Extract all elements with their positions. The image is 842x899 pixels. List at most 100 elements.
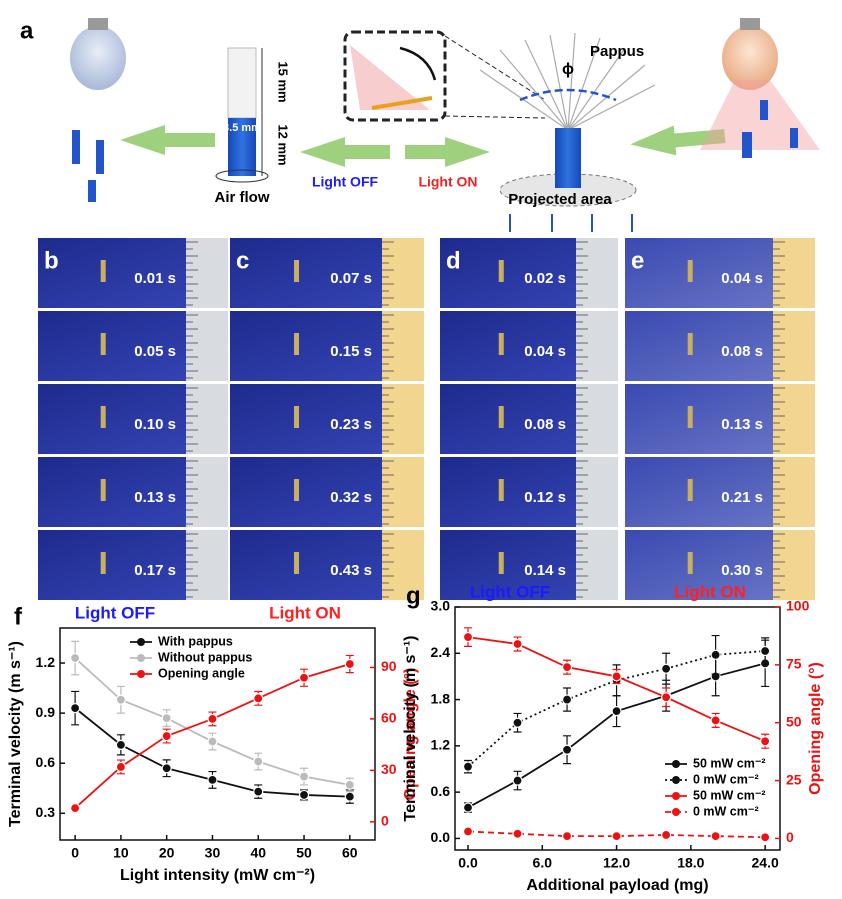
legend-marker bbox=[137, 654, 145, 662]
annotation: Light OFF bbox=[75, 603, 155, 622]
marker bbox=[115, 739, 126, 750]
specimen bbox=[294, 479, 300, 501]
y-tick-label: 3.0 bbox=[431, 598, 451, 614]
y2-tick-label: 60 bbox=[381, 710, 397, 726]
y2-tick-label: 100 bbox=[786, 598, 810, 614]
time-label: 0.17 s bbox=[134, 562, 176, 579]
marker bbox=[115, 761, 126, 773]
marker bbox=[561, 744, 573, 755]
y-tick-label: 1.8 bbox=[431, 690, 451, 706]
arrow bbox=[405, 137, 490, 167]
seed bbox=[742, 132, 752, 158]
marker bbox=[207, 713, 218, 725]
panel-label: e bbox=[631, 247, 644, 274]
bulb-cap bbox=[740, 18, 760, 30]
marker bbox=[462, 826, 474, 837]
x-tick-label: 10 bbox=[113, 845, 129, 861]
ruler bbox=[186, 530, 228, 600]
marker bbox=[512, 717, 523, 728]
legend-marker bbox=[137, 670, 145, 678]
angle-arc bbox=[519, 88, 617, 102]
x-tick-label: 12.0 bbox=[603, 855, 630, 871]
legend-label: With pappus bbox=[158, 634, 233, 648]
marker bbox=[512, 775, 523, 786]
time-label: 0.08 s bbox=[524, 416, 566, 433]
marker bbox=[70, 703, 81, 714]
pappus-fiber bbox=[371, 96, 433, 110]
body bbox=[228, 118, 256, 176]
specimen bbox=[498, 479, 504, 501]
y-tick-label: 1.2 bbox=[36, 654, 56, 670]
air-arrows bbox=[509, 214, 633, 232]
projected-area-label: Projected area bbox=[508, 191, 612, 208]
marker bbox=[611, 671, 622, 682]
callout bbox=[444, 35, 546, 101]
panel-label: a bbox=[20, 17, 34, 44]
panel-label: b bbox=[44, 247, 59, 274]
seed bbox=[790, 128, 798, 148]
marker bbox=[462, 802, 474, 813]
x-axis-label: Additional payload (mg) bbox=[526, 877, 708, 894]
marker bbox=[253, 693, 264, 704]
dimension-label: 12 mm bbox=[276, 124, 291, 165]
time-label: 0.21 s bbox=[721, 489, 763, 506]
light-beam bbox=[350, 45, 430, 110]
y2-tick-label: 50 bbox=[786, 713, 802, 729]
seed bbox=[760, 100, 768, 120]
time-label: 0.14 s bbox=[524, 562, 566, 579]
ruler bbox=[576, 457, 618, 527]
ruler bbox=[576, 530, 618, 600]
ruler bbox=[576, 384, 618, 454]
legend-marker bbox=[672, 776, 680, 784]
marker bbox=[760, 832, 771, 843]
time-label: 0.13 s bbox=[134, 489, 176, 506]
specimen bbox=[100, 260, 106, 282]
marker bbox=[298, 672, 310, 683]
marker bbox=[561, 694, 573, 705]
y2-tick-label: 25 bbox=[786, 771, 802, 787]
light-on-label: Light ON bbox=[418, 174, 477, 190]
marker bbox=[344, 658, 355, 670]
panel-label: c bbox=[236, 247, 249, 274]
specimen bbox=[100, 552, 106, 574]
pappus-bundle bbox=[227, 47, 257, 119]
x-tick-label: 60 bbox=[342, 845, 358, 861]
ruler bbox=[773, 384, 815, 454]
y2-tick-label: 0 bbox=[381, 813, 389, 829]
ruler bbox=[576, 311, 618, 381]
time-label: 0.32 s bbox=[330, 489, 372, 506]
time-label: 0.02 s bbox=[524, 270, 566, 287]
ruler bbox=[382, 384, 424, 454]
y2-axis-label: Opening angle (°) bbox=[402, 668, 419, 801]
arrow bbox=[630, 125, 726, 156]
x-tick-label: 20 bbox=[159, 845, 175, 861]
x-tick-label: 18.0 bbox=[677, 855, 704, 871]
ruler bbox=[773, 530, 815, 600]
marker bbox=[70, 652, 81, 664]
x-axis-label: Light intensity (mW cm⁻²) bbox=[120, 867, 315, 884]
specimen bbox=[687, 333, 693, 355]
marker bbox=[462, 761, 474, 772]
y-tick-label: 1.2 bbox=[431, 737, 451, 753]
marker bbox=[710, 715, 721, 726]
arrow bbox=[300, 137, 390, 167]
marker bbox=[462, 631, 474, 643]
time-label: 0.01 s bbox=[134, 270, 176, 287]
time-label: 0.13 s bbox=[721, 416, 763, 433]
time-label: 0.10 s bbox=[134, 416, 176, 433]
y2-tick-label: 30 bbox=[381, 761, 397, 777]
legend-marker bbox=[672, 792, 680, 800]
y-tick-label: 0.0 bbox=[431, 829, 451, 845]
bulb-off bbox=[70, 26, 126, 90]
x-tick-label: 0.0 bbox=[458, 855, 478, 871]
marker bbox=[344, 791, 355, 802]
charts: f Light OFF Light ON 0 10 20 30 40 50 60 0.3 0.6 0.9… bbox=[7, 582, 824, 894]
legend-label: Without pappus bbox=[158, 650, 252, 664]
time-label: 0.23 s bbox=[330, 416, 372, 433]
specimen bbox=[687, 479, 693, 501]
marker bbox=[561, 662, 573, 673]
time-label: 0.30 s bbox=[721, 562, 763, 579]
bulb-on bbox=[722, 26, 778, 90]
marker bbox=[253, 786, 264, 797]
